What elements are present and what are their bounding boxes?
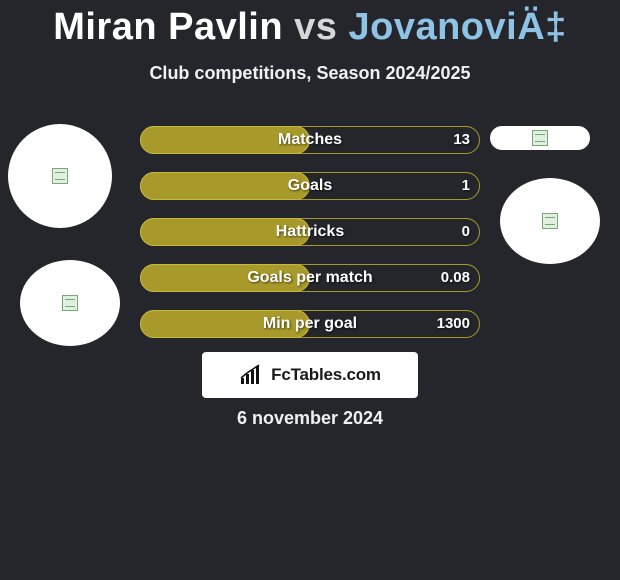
image-placeholder-icon <box>62 295 78 311</box>
stat-row: Hattricks0 <box>140 218 480 246</box>
stat-bar-left <box>140 172 310 200</box>
avatar-4 <box>500 178 600 264</box>
stats-container: Matches13 Goals1 Hattricks0 Goals per match… <box>140 126 480 356</box>
subtitle: Club competitions, Season 2024/2025 <box>0 63 620 84</box>
stat-row: Matches13 <box>140 126 480 154</box>
stat-bar-left <box>140 126 310 154</box>
player2-name: JovanoviÄ‡ <box>348 6 566 48</box>
comparison-date: 6 november 2024 <box>0 408 620 429</box>
image-placeholder-icon <box>542 213 558 229</box>
image-placeholder-icon <box>52 168 68 184</box>
comparison-title: Miran Pavlin vs JovanoviÄ‡ <box>0 0 620 49</box>
brand-chart-icon <box>239 364 265 386</box>
vs-text: vs <box>294 6 337 48</box>
stat-bar-left <box>140 264 310 292</box>
stat-row: Goals per match0.08 <box>140 264 480 292</box>
avatar-2 <box>20 260 120 346</box>
avatar-3 <box>490 126 590 150</box>
brand-box: FcTables.com <box>202 352 418 398</box>
stat-bar-left <box>140 218 310 246</box>
stat-bar-left <box>140 310 310 338</box>
image-placeholder-icon <box>532 130 548 146</box>
stat-row: Goals1 <box>140 172 480 200</box>
avatar-1 <box>8 124 112 228</box>
brand-text: FcTables.com <box>271 365 381 385</box>
player1-name: Miran Pavlin <box>53 6 283 48</box>
stat-row: Min per goal1300 <box>140 310 480 338</box>
